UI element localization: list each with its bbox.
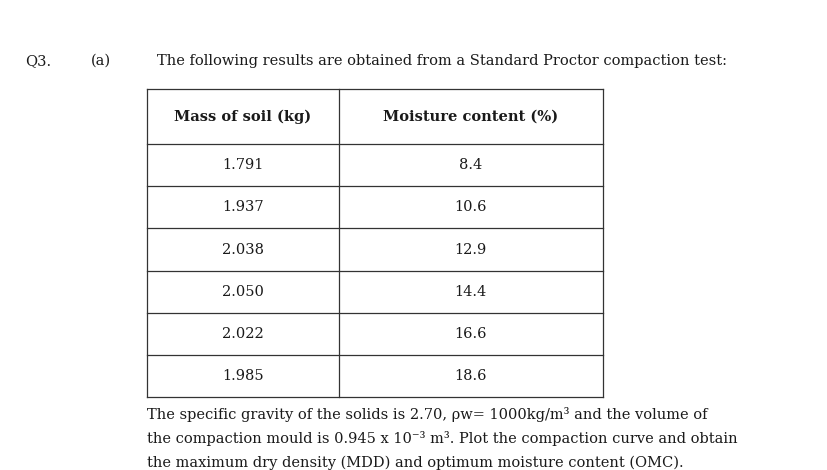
- Text: (a): (a): [91, 54, 111, 68]
- Text: 10.6: 10.6: [454, 200, 486, 214]
- Text: Q3.: Q3.: [25, 54, 51, 68]
- Text: 16.6: 16.6: [454, 327, 486, 341]
- Text: 2.050: 2.050: [222, 285, 264, 299]
- Text: The specific gravity of the solids is 2.70, ρw= 1000kg/m³ and the volume of: The specific gravity of the solids is 2.…: [147, 407, 707, 422]
- Text: the compaction mould is 0.945 x 10⁻³ m³. Plot the compaction curve and obtain: the compaction mould is 0.945 x 10⁻³ m³.…: [147, 431, 737, 446]
- Text: 12.9: 12.9: [454, 243, 486, 257]
- Text: Mass of soil (kg): Mass of soil (kg): [174, 110, 311, 124]
- Text: 2.038: 2.038: [222, 243, 264, 257]
- Text: 1.985: 1.985: [222, 369, 264, 383]
- Text: 2.022: 2.022: [222, 327, 264, 341]
- Text: The following results are obtained from a Standard Proctor compaction test:: The following results are obtained from …: [157, 54, 726, 68]
- Text: 18.6: 18.6: [454, 369, 486, 383]
- Text: the maximum dry density (MDD) and optimum moisture content (OMC).: the maximum dry density (MDD) and optimu…: [147, 455, 683, 470]
- Text: Moisture content (%): Moisture content (%): [383, 110, 557, 124]
- Text: 1.791: 1.791: [222, 158, 263, 172]
- Text: 8.4: 8.4: [458, 158, 482, 172]
- Text: 1.937: 1.937: [222, 200, 264, 214]
- Text: 14.4: 14.4: [454, 285, 486, 299]
